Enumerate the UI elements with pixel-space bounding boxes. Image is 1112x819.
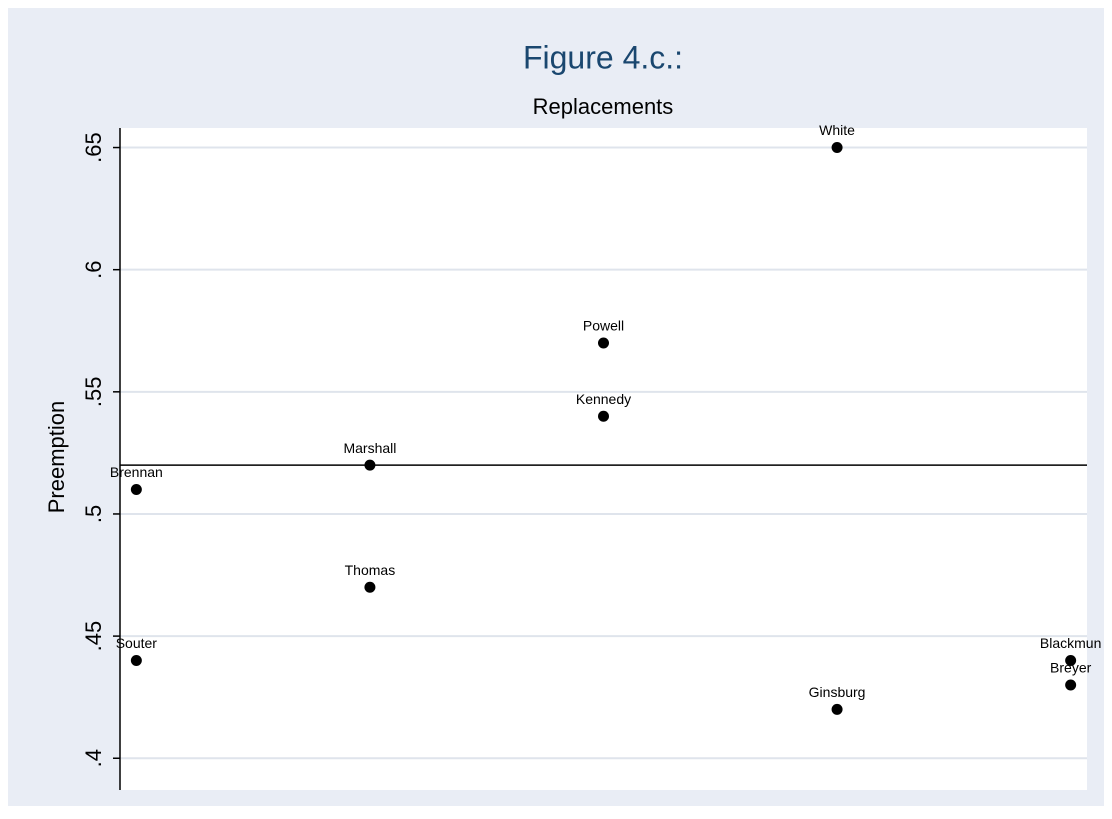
y-tick-label: .4 xyxy=(81,749,106,767)
point xyxy=(1065,655,1077,667)
point xyxy=(364,581,376,593)
point-label: Blackmun xyxy=(1040,635,1101,651)
y-axis-label: Preemption xyxy=(44,401,69,514)
point xyxy=(364,459,376,471)
point xyxy=(1065,679,1077,691)
y-tick-label: .6 xyxy=(81,261,106,279)
y-tick-label: .5 xyxy=(81,505,106,523)
point-label: White xyxy=(819,122,855,138)
chart-subtitle: Replacements xyxy=(533,94,674,119)
point-label: Ginsburg xyxy=(809,684,866,700)
point-label: Thomas xyxy=(345,562,396,578)
y-tick-label: .65 xyxy=(81,132,106,163)
point xyxy=(598,410,609,422)
point-label: Kennedy xyxy=(576,391,631,407)
point xyxy=(598,337,609,349)
point-label: Breyer xyxy=(1050,660,1092,676)
point-label: Brennan xyxy=(110,464,163,480)
point xyxy=(130,655,142,667)
point-label: Souter xyxy=(116,635,158,651)
point xyxy=(831,142,843,154)
y-tick-label: .45 xyxy=(81,621,106,652)
chart-title: Figure 4.c.: xyxy=(523,39,683,75)
plot-region xyxy=(120,128,1087,790)
point xyxy=(831,703,843,715)
y-tick-label: .55 xyxy=(81,377,106,408)
point-label: Powell xyxy=(583,318,624,334)
point xyxy=(130,484,142,496)
point-label: Marshall xyxy=(343,440,396,456)
